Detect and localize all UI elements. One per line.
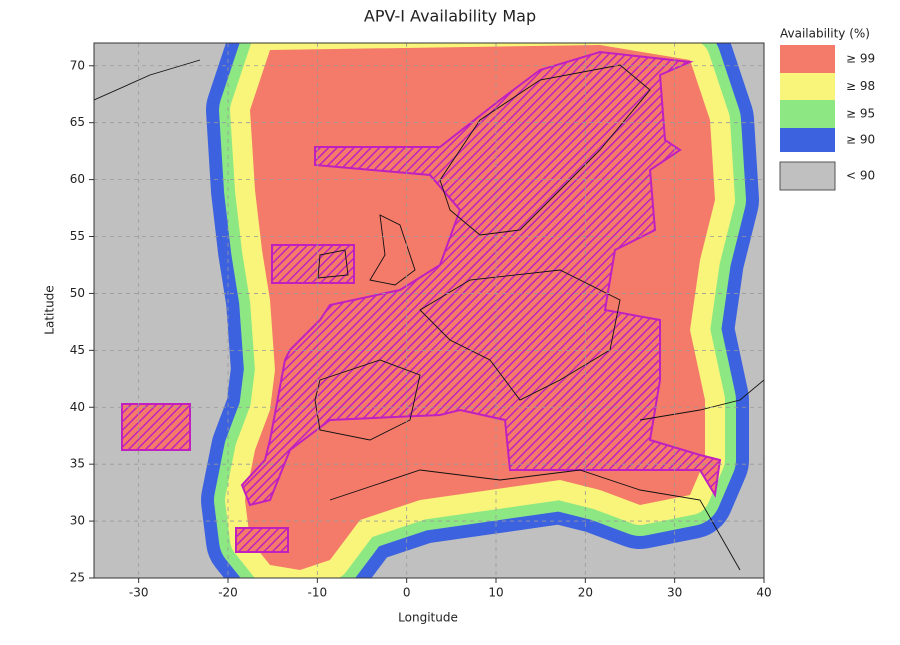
y-tick-label: 55 [70,229,85,243]
y-tick-label: 70 [70,58,85,72]
legend-swatch [780,100,835,128]
legend-label: < 90 [846,169,875,183]
x-tick-label: -20 [218,586,238,600]
plot-frame [93,42,765,579]
legend-title: Availability (%) [780,27,870,41]
coastline [369,214,416,286]
x-tick-label: 0 [403,586,411,600]
x-tick-label: 40 [756,586,771,600]
y-tick-label: 40 [70,400,85,414]
x-axis-label: Longitude [398,611,458,625]
x-tick-label: 20 [578,586,593,600]
chart-title: APV-I Availability Map [364,7,536,26]
coastline [94,59,201,101]
coastline [639,379,764,421]
y-tick-label: 60 [70,172,85,186]
legend-label: ≥ 98 [846,79,875,93]
x-tick-label: 10 [488,586,503,600]
legend-swatch [779,161,836,191]
monitor-region [121,403,191,451]
x-tick-label: -30 [129,586,149,600]
legend-swatch [780,128,835,152]
legend-label: ≥ 99 [846,52,875,66]
y-tick-label: 50 [70,286,85,300]
coastline [439,64,651,236]
y-tick-label: 45 [70,343,85,357]
monitor-region [235,527,289,553]
legend-label: ≥ 95 [846,107,875,121]
axes: -30 -20 -10 0 10 20 30 40 25 30 35 40 45 50 55 60 65 70 [70,58,772,599]
legend: Availability (%) ≥ 99 ≥ 98 ≥ 95 ≥ 90 < 90 [779,27,875,191]
x-tick-label: -10 [308,586,328,600]
y-axis-label: Latitude [43,285,57,334]
y-tick-label: 30 [70,514,85,528]
coastline [314,359,421,441]
legend-swatch [780,45,835,73]
legend-swatch [780,73,835,100]
coastline [317,249,349,279]
y-tick-label: 65 [70,115,85,129]
x-tick-label: 30 [667,586,682,600]
coastline [329,469,741,571]
y-tick-label: 35 [70,457,85,471]
plot-area [94,43,764,578]
y-tick-label: 25 [70,571,85,585]
legend-label: ≥ 90 [846,133,875,147]
